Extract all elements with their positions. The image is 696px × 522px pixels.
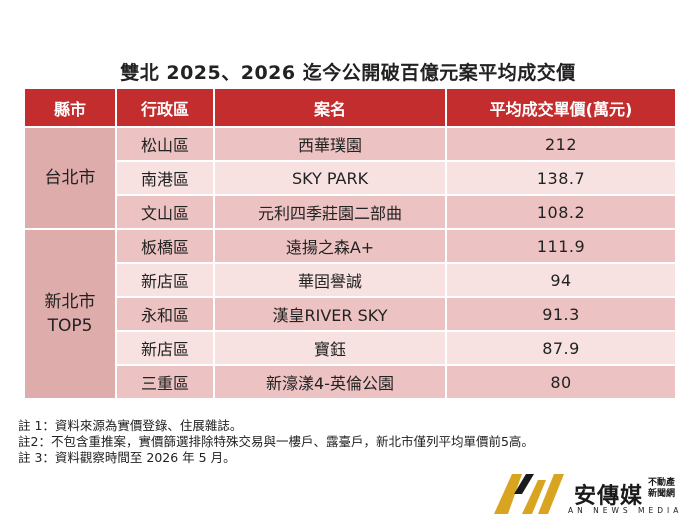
- logo-subtitle: AN NEWS MEDIA: [568, 506, 683, 515]
- district-cell: 新店區: [115, 330, 215, 366]
- project-cell: SKY PARK: [213, 160, 447, 196]
- logo-tagline: 不動產 新聞網: [648, 478, 676, 499]
- table-row: 新北市 TOP5 板橋區 遠揚之森A+ 111.9: [23, 228, 677, 400]
- footnote: 註2：不包含重推案，實價篩選排除特殊交易與一樓戶、露臺戶，新北市僅列平均單價前5…: [18, 434, 534, 449]
- footnotes: 註 1：資料來源為實價登錄、住展雜誌。 註2：不包含重推案，實價篩選排除特殊交易…: [18, 418, 696, 466]
- district-cell: 文山區: [115, 194, 215, 230]
- price-cell: 91.3: [445, 296, 677, 332]
- project-cell: 華固譽誠: [213, 262, 447, 298]
- price-cell: 108.2: [445, 194, 677, 230]
- footnote: 註 3：資料觀察時間至 2026 年 5 月。: [18, 450, 236, 465]
- logo-name: 安傳媒: [574, 484, 644, 509]
- city-new-taipei-label: 新北市 TOP5: [44, 292, 96, 336]
- header-price: 平均成交單價(萬元): [445, 87, 677, 128]
- district-cell: 南港區: [115, 160, 215, 196]
- footnote: 註 1：資料來源為實價登錄、住展雜誌。: [18, 418, 243, 433]
- table-row: 三重區 新濠漾4-英倫公園 80: [24, 364, 677, 400]
- district-cell: 新店區: [115, 262, 215, 298]
- price-cell: 212: [445, 126, 677, 162]
- header-district: 行政區: [115, 87, 215, 128]
- city-taipei: 台北市: [23, 126, 117, 230]
- price-cell: 94: [445, 262, 677, 298]
- district-cell: 松山區: [115, 126, 215, 162]
- project-cell: 遠揚之森A+: [213, 228, 447, 264]
- header-project: 案名: [213, 87, 447, 128]
- price-cell: 87.9: [445, 330, 677, 366]
- an-news-logo: 安傳媒 不動產 新聞網 AN NEWS MEDIA: [492, 470, 692, 518]
- price-table: 縣市 行政區 案名 平均成交單價(萬元) 台北市 松山區 西華璞園 212 南港…: [23, 87, 677, 400]
- table-row: 台北市 松山區 西華璞園 212: [23, 126, 677, 230]
- table-row: 永和區 漢皇RIVER SKY 91.3: [24, 296, 677, 332]
- project-cell: 元利四季莊園二部曲: [213, 194, 447, 230]
- header-row: 縣市 行政區 案名 平均成交單價(萬元): [23, 87, 677, 128]
- table-title: 雙北 2025、2026 迄今公開破百億元案平均成交價: [120, 62, 576, 84]
- an-logo-icon: [494, 474, 564, 514]
- table-row: 新店區 華固譽誠 94: [24, 262, 677, 298]
- project-cell: 西華璞園: [213, 126, 447, 162]
- price-cell: 138.7: [445, 160, 677, 196]
- district-cell: 三重區: [115, 364, 215, 400]
- city-new-taipei: 新北市 TOP5: [23, 228, 117, 400]
- district-cell: 永和區: [115, 296, 215, 332]
- table-row: 南港區 SKY PARK 138.7: [24, 160, 677, 196]
- table-row: 新店區 寶鈺 87.9: [24, 330, 677, 366]
- table-row: 文山區 元利四季莊園二部曲 108.2: [24, 194, 677, 230]
- header-city: 縣市: [23, 87, 117, 128]
- district-cell: 板橋區: [115, 228, 215, 264]
- project-cell: 寶鈺: [213, 330, 447, 366]
- price-cell: 111.9: [445, 228, 677, 264]
- price-cell: 80: [445, 364, 677, 400]
- project-cell: 漢皇RIVER SKY: [213, 296, 447, 332]
- project-cell: 新濠漾4-英倫公園: [213, 364, 447, 400]
